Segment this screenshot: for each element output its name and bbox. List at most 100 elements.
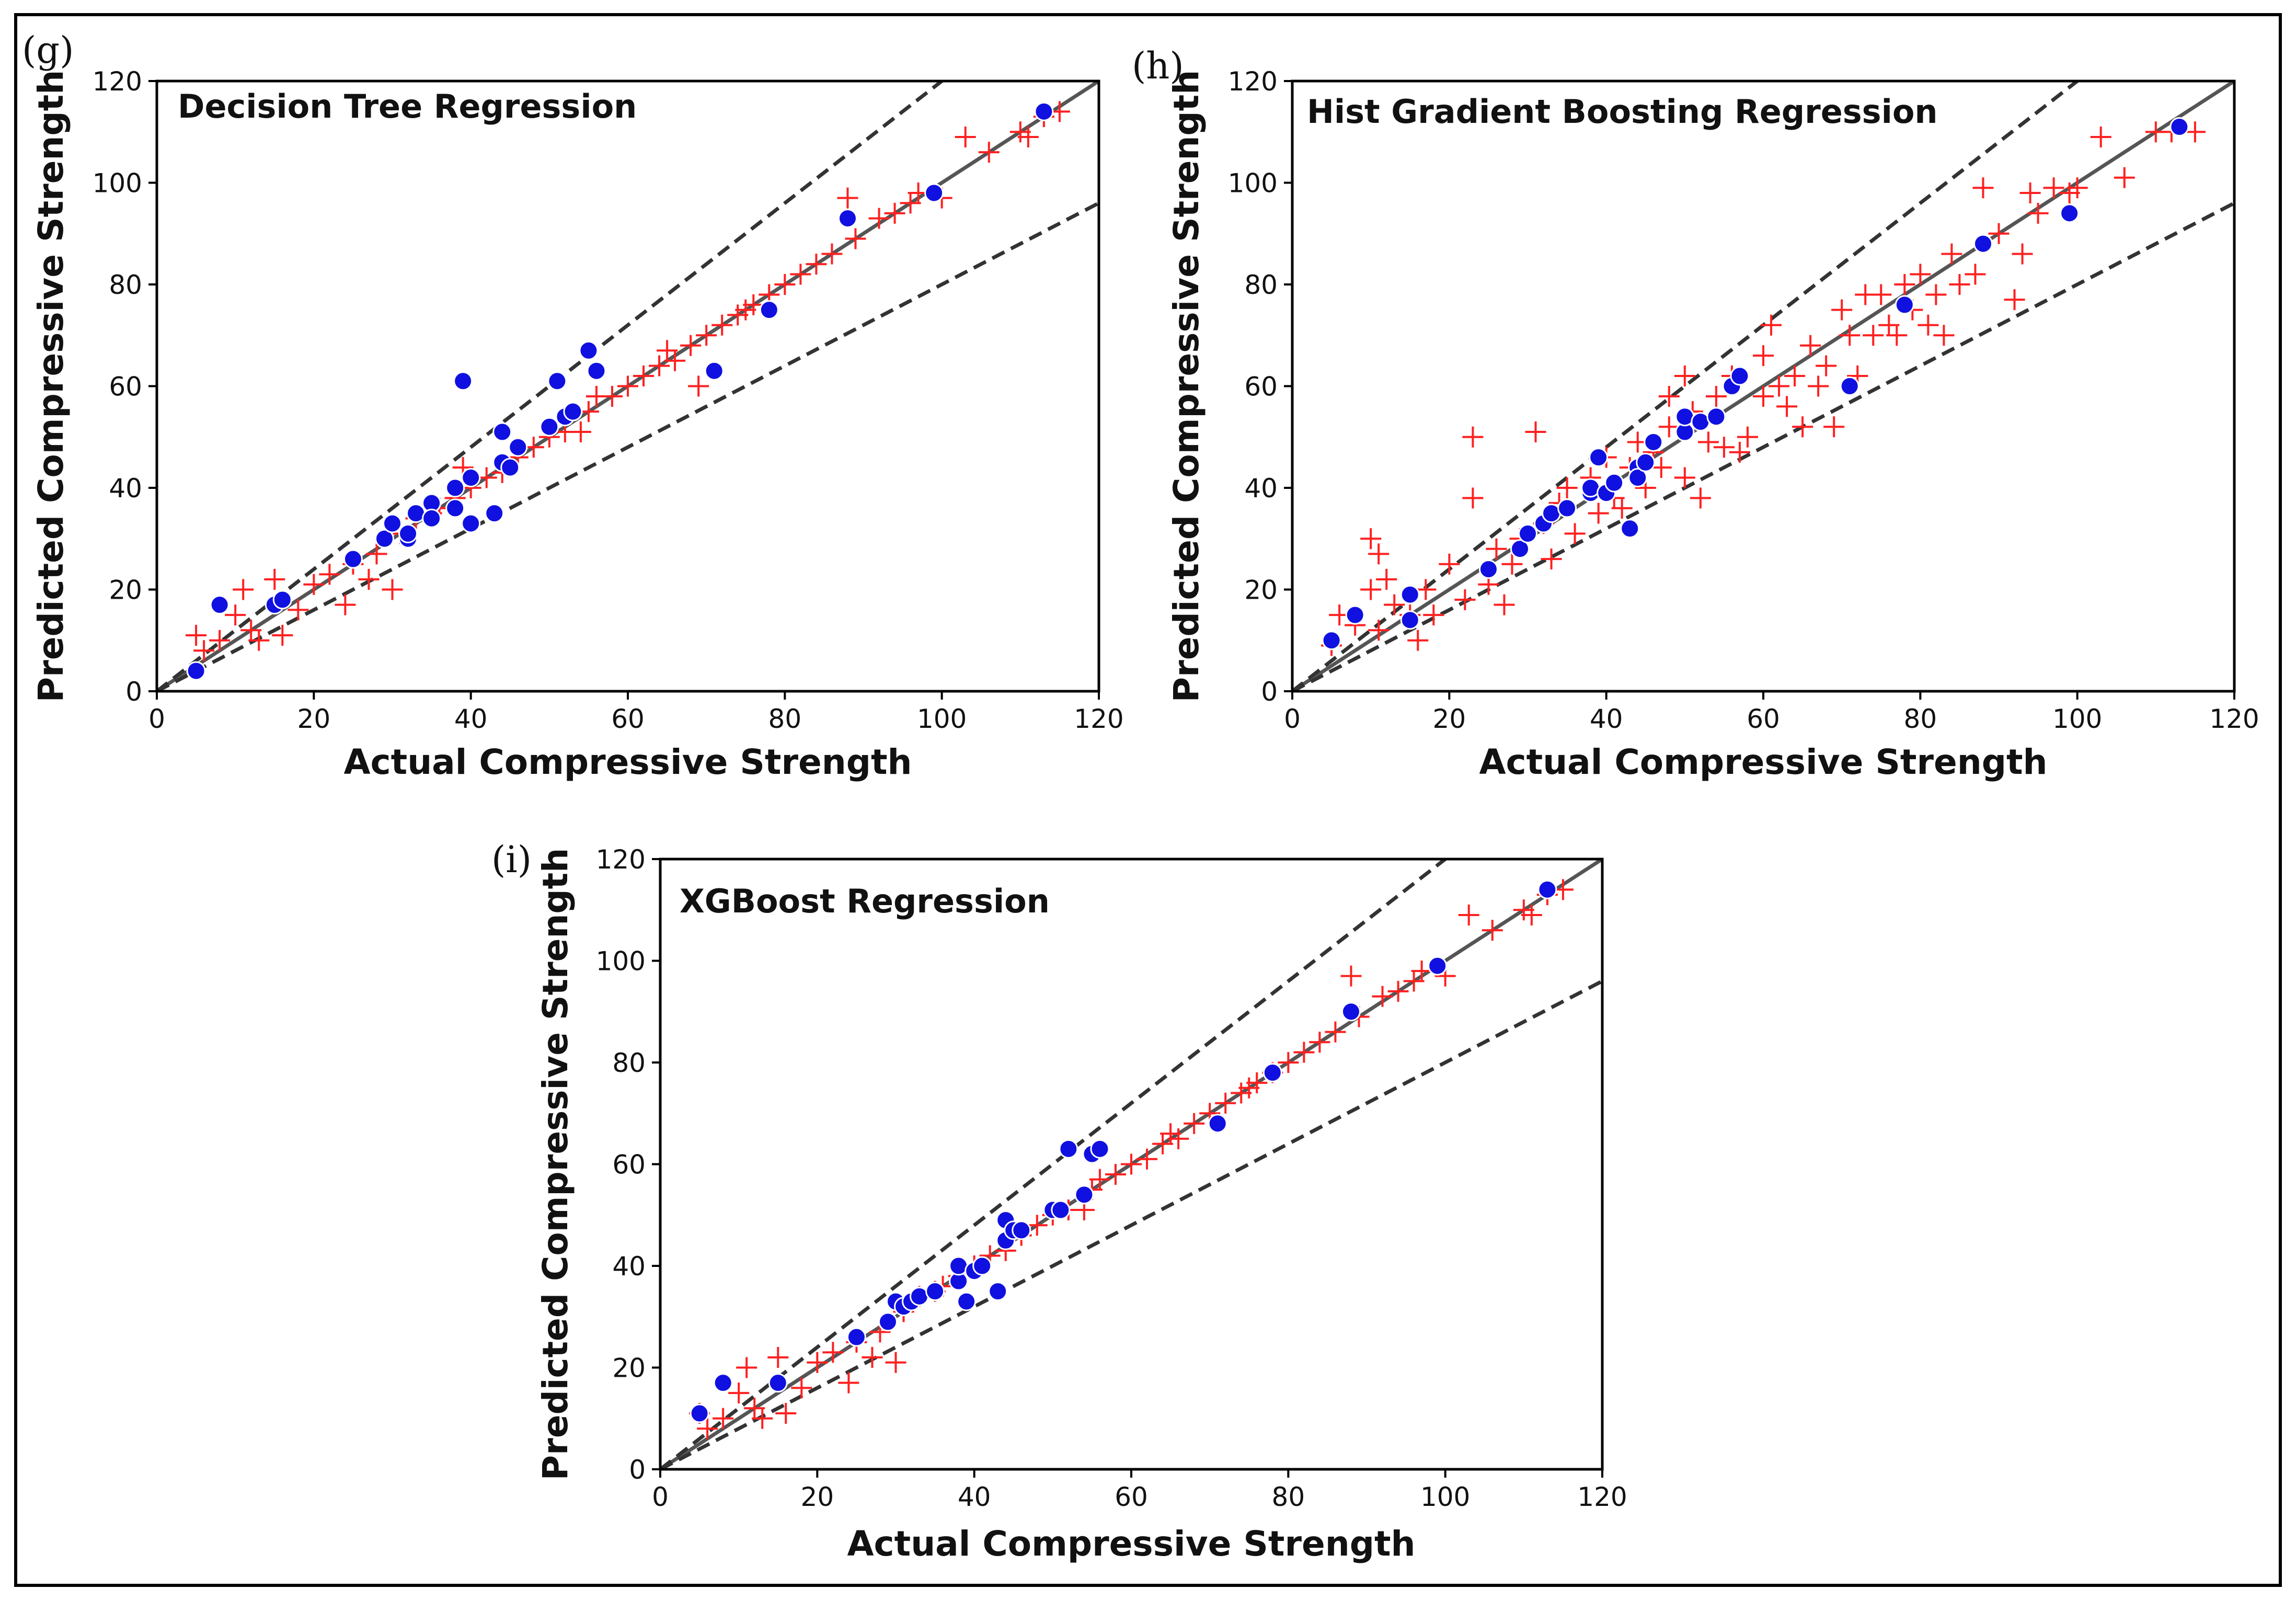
x-tick-label: 40 (1590, 704, 1623, 734)
test-point (972, 1256, 992, 1276)
test-point (1012, 1220, 1031, 1240)
x-tick-label: 60 (1115, 1482, 1148, 1512)
test-point (445, 498, 465, 518)
train-point (1486, 538, 1507, 559)
test-point (1706, 407, 1726, 427)
train-point (775, 1403, 797, 1424)
error-band-line (157, 201, 1099, 691)
train-point (1340, 965, 1362, 987)
test-point (1628, 468, 1648, 488)
train-point (1458, 904, 1479, 925)
test-point (461, 513, 481, 533)
test-point (759, 300, 779, 320)
test-point (1840, 376, 1859, 396)
train-point (1823, 416, 1845, 438)
train-point (1387, 980, 1409, 1002)
train-point (248, 630, 270, 651)
train-point (1949, 274, 1970, 295)
y-tick-label: 120 (93, 66, 142, 97)
train-point (1017, 126, 1039, 147)
train-point (1482, 920, 1503, 941)
train-point (807, 1352, 828, 1373)
chart-panel-1: 0 20 40 60 80 100 120 0 20 40 60 80 100 120 Decision T… (22, 29, 1124, 782)
test-point (1557, 498, 1577, 518)
test-point (1341, 1002, 1361, 1022)
train-point (233, 579, 254, 600)
train-point (1368, 620, 1390, 641)
train-point (303, 574, 325, 595)
train-point (696, 325, 717, 346)
test-point (924, 183, 944, 203)
test-point (210, 595, 229, 615)
train-point (1501, 553, 1523, 575)
test-point (500, 458, 520, 477)
y-tick-label: 80 (109, 270, 142, 300)
test-point (713, 1373, 733, 1393)
train-point (272, 625, 293, 646)
train-point (1972, 177, 1994, 199)
test-point (374, 529, 394, 548)
train-point (633, 365, 655, 387)
train-point (1278, 1052, 1299, 1073)
y-tick-label: 100 (596, 946, 646, 977)
train-point (382, 579, 403, 600)
test-point (1051, 1200, 1071, 1220)
test-point (1400, 585, 1420, 604)
chart-panel-3: 0 20 40 60 80 100 120 0 20 40 60 80 100 120 XGBoost Re… (491, 838, 1627, 1564)
y-tick-label: 20 (109, 575, 142, 605)
train-point (1886, 325, 1908, 346)
train-point (688, 375, 709, 397)
train-point (601, 385, 623, 407)
train-point (1737, 426, 1758, 448)
test-point (453, 371, 473, 391)
test-point (1589, 448, 1609, 467)
x-tick-label: 20 (1433, 704, 1466, 734)
train-point (1650, 457, 1672, 478)
test-point (272, 590, 292, 610)
train-point (1462, 426, 1484, 448)
train-point (1360, 579, 1382, 600)
panel-letter: (h) (1132, 44, 1184, 87)
test-point (846, 1327, 866, 1347)
train-point (1776, 396, 1798, 417)
train-point (837, 187, 858, 209)
test-point (539, 417, 559, 437)
test-point (2060, 203, 2080, 223)
test-point (1345, 605, 1365, 625)
chart-title: Decision Tree Regression (178, 87, 637, 125)
test-point (508, 437, 528, 457)
test-point (1537, 879, 1557, 899)
x-tick-label: 40 (454, 704, 488, 734)
train-point (1309, 1032, 1330, 1053)
train-point (1360, 528, 1382, 550)
train-point (1894, 274, 1915, 295)
train-point (955, 126, 976, 147)
train-point (1368, 543, 1390, 565)
train-point (1541, 548, 1562, 570)
train-point (728, 1382, 750, 1404)
train-point (1839, 325, 1861, 346)
y-tick-label: 60 (1244, 372, 1278, 402)
train-point (1376, 569, 1397, 590)
panel-letter: (g) (22, 29, 74, 72)
panel-letter: (i) (491, 838, 532, 881)
train-point (225, 604, 246, 626)
train-point (822, 1342, 844, 1363)
test-point (1262, 1062, 1282, 1082)
train-point (1697, 431, 1719, 453)
y-tick-label: 0 (1261, 677, 1278, 707)
train-point (2090, 126, 2111, 147)
test-point (186, 661, 206, 681)
y-tick-label: 0 (629, 1455, 646, 1485)
test-point (563, 402, 583, 421)
train-point (790, 264, 811, 285)
test-point (343, 549, 363, 569)
train-point (1494, 594, 1515, 615)
test-point (1636, 452, 1656, 472)
train-point (2043, 177, 2064, 199)
test-point (1478, 559, 1498, 579)
train-point (697, 1418, 718, 1439)
train-point (1753, 345, 1774, 367)
train-point (1988, 223, 2010, 244)
y-axis-label: Predicted Compressive Strength (535, 848, 576, 1480)
